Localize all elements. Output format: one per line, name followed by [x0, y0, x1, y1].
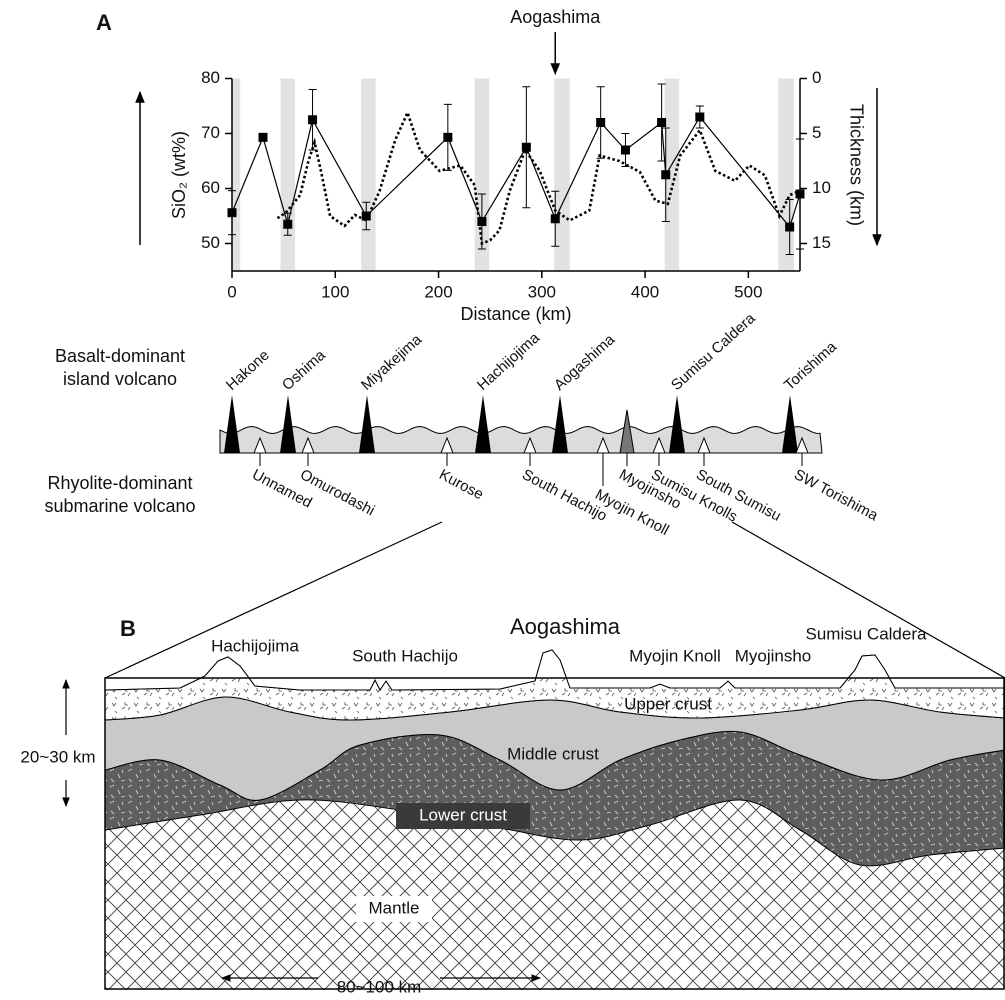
submarine-volcano-label: Kurose [436, 466, 486, 503]
x-tick-label: 0 [227, 282, 236, 301]
zoom-line [104, 521, 443, 679]
island-volcano [475, 395, 491, 453]
layer-label: Upper crust [624, 694, 712, 713]
y-tick-label: 70 [201, 123, 220, 142]
island-volcano-label: Torishima [781, 338, 841, 394]
mantle-tag [356, 896, 432, 922]
data-point [258, 132, 268, 142]
submarine-volcano-label: SW Torishima [791, 466, 881, 525]
island-volcano [280, 395, 296, 453]
volcano-label: Myojinsho [735, 646, 812, 665]
zoom-line [731, 521, 1005, 679]
volcano-label: Sumisu Caldera [806, 624, 927, 643]
section-frame [104, 677, 1005, 990]
y-tick-label: 50 [201, 233, 220, 252]
x-axis-label: Distance (km) [460, 304, 571, 324]
x-tick-label: 300 [528, 282, 556, 301]
island-volcano [782, 395, 798, 453]
data-point [661, 170, 671, 180]
y-axis-label: SiO₂ (wt%) [169, 131, 189, 219]
data-point [785, 222, 795, 232]
x-tick-label: 400 [631, 282, 659, 301]
island-volcano-label: Hachijojima [474, 329, 543, 394]
island-category-label: Basalt-dominant [55, 346, 185, 366]
data-point [521, 142, 531, 152]
island-volcano-label: Miyakejima [358, 331, 426, 394]
highlight-band [554, 78, 570, 271]
x-tick-label: 200 [424, 282, 452, 301]
y2-tick-label: 10 [812, 178, 831, 197]
island-volcano [669, 395, 685, 453]
data-point [477, 217, 487, 226]
y2-axis-label: Thickness (km) [846, 104, 866, 226]
island-volcano-label: Sumisu Caldera [668, 309, 759, 393]
data-point [550, 214, 560, 224]
lower-crust-tag [396, 803, 530, 829]
highlight-band [664, 78, 680, 271]
island-volcano-label: Oshima [279, 346, 329, 394]
volcano-label: South Hachijo [352, 646, 458, 665]
dotted-line [276, 109, 801, 246]
data-point [283, 219, 293, 229]
y2-tick-label: 5 [812, 123, 821, 142]
annotation: Aogashima [510, 7, 601, 27]
data-point [620, 145, 630, 155]
width-scale: 80~100 km [337, 977, 422, 996]
submarine-category-label: submarine volcano [44, 496, 195, 516]
data-point [795, 189, 805, 199]
data-point [361, 211, 371, 221]
volcano-label: Hachijojima [211, 636, 299, 655]
island-volcano-label: Aogashima [551, 331, 619, 394]
highlight-band [361, 78, 376, 271]
highlight-band [778, 78, 794, 271]
volcano-label: Myojin Knoll [629, 646, 721, 665]
y-tick-label: 80 [201, 68, 220, 87]
content: A 0 100 200 300 400 500 50 60 70 80 0 5 10 15 Distance … [20, 7, 1005, 996]
island-volcano-label: Hakone [223, 347, 273, 394]
volcano-label: Aogashima [510, 614, 621, 639]
submarine-category-label: Rhyolite-dominant [47, 473, 192, 493]
island-volcano [359, 395, 375, 453]
data-point [308, 115, 318, 125]
x-tick-label: 500 [734, 282, 762, 301]
island-volcano [224, 395, 240, 453]
data-point [227, 208, 237, 218]
highlight-band [232, 78, 241, 271]
y2-tick-label: 0 [812, 68, 821, 87]
data-point [657, 118, 667, 127]
island-volcano [552, 395, 568, 453]
layer-label: Middle crust [507, 744, 599, 763]
data-line [231, 115, 801, 229]
data-point [695, 112, 705, 122]
data-point [443, 132, 453, 142]
x-tick-label: 100 [321, 282, 349, 301]
highlight-band [280, 78, 295, 271]
data-point [596, 118, 606, 127]
panel-label: A [96, 10, 112, 35]
panel-label: B [120, 616, 136, 641]
y2-tick-label: 15 [812, 233, 831, 252]
depth-scale: 20~30 km [20, 747, 95, 766]
y-tick-label: 60 [201, 178, 220, 197]
island-category-label: island volcano [63, 369, 177, 389]
layer-label: Mantle [368, 898, 419, 917]
ocean [104, 649, 1005, 691]
layer-label: Lower crust [419, 805, 507, 824]
